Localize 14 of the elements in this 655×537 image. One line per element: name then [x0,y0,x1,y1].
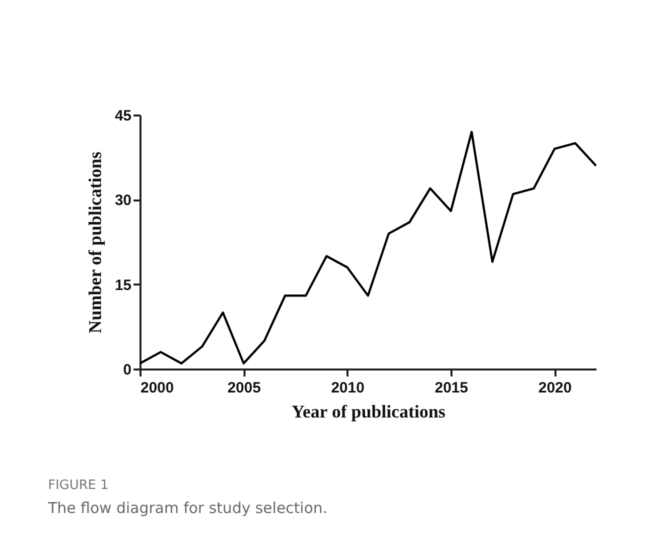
y-tick-label: 30 [114,192,132,210]
text: The flow diagram for study selection. [47,499,328,517]
x-axis-title: Year of publications [292,402,446,422]
y-tick-label: 15 [114,276,132,294]
x-tick-label: 2015 [434,380,468,396]
line-series [138,130,598,364]
caption: FIGURE 1 [48,478,109,493]
x-tick-label: 2005 [227,380,261,396]
y-tick-label: 45 [114,108,132,124]
y-axis-title: Number of publications [84,152,105,334]
x-tick-label: 2010 [331,380,364,396]
x-tick-label: 2000 [140,380,174,396]
y-tick-label: 0 [123,362,132,378]
x-tick-label: 2020 [538,380,572,396]
